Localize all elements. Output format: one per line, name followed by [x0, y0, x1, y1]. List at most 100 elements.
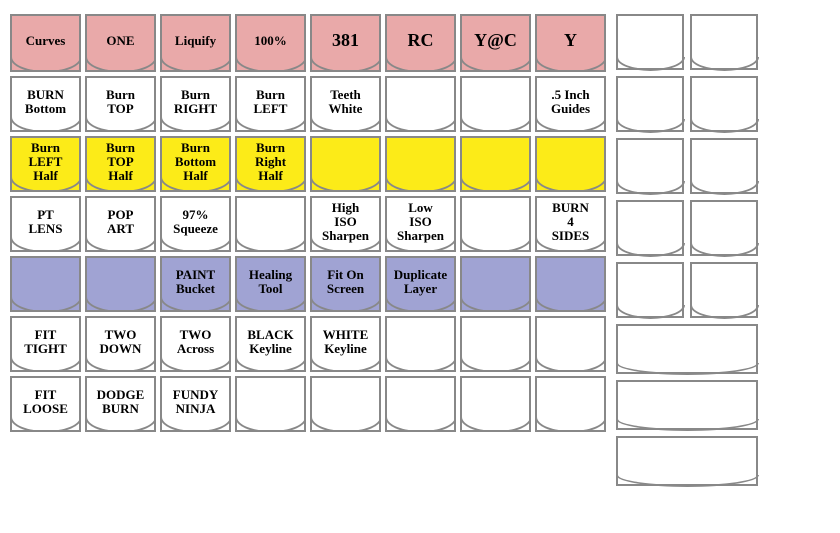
key-y[interactable]: Y — [535, 14, 606, 72]
left-grid: CurvesONELiquify100%381RCY@CYBURNBottomB… — [10, 14, 606, 492]
key-blank[interactable] — [310, 136, 381, 192]
key-one[interactable]: ONE — [85, 14, 156, 72]
key-row: PTLENS POPART 97%Squeeze HighISOSharpen LowI… — [10, 196, 606, 252]
keyboard-overlay-board: CurvesONELiquify100%381RCY@CYBURNBottomB… — [10, 14, 830, 492]
key-high-iso-sharpen[interactable]: HighISOSharpen — [310, 196, 381, 252]
key-black-keyline[interactable]: BLACKKeyline — [235, 316, 306, 372]
key-97-squeeze[interactable]: 97%Squeeze — [160, 196, 231, 252]
key-burn-bottom[interactable]: BURNBottom — [10, 76, 81, 132]
key-blank[interactable] — [310, 376, 381, 432]
key-blank[interactable] — [385, 76, 456, 132]
key-100[interactable]: 100% — [235, 14, 306, 72]
key-label: HighISOSharpen — [322, 201, 369, 244]
key-label: Liquify — [175, 34, 216, 48]
key-row: BURNBottom BurnTOPBurnRIGHTBurnLEFT TeethW… — [10, 76, 606, 132]
key-blank[interactable] — [10, 256, 81, 312]
right-wide-key-blank[interactable] — [616, 380, 758, 430]
key-two-across[interactable]: TWOAcross — [160, 316, 231, 372]
key-label: WHITEKeyline — [323, 328, 369, 357]
right-key-blank[interactable] — [616, 262, 684, 318]
right-key-blank[interactable] — [690, 200, 758, 256]
key-pt-lens[interactable]: PTLENS — [10, 196, 81, 252]
right-wide-key-blank[interactable] — [616, 436, 758, 486]
key-fit-tight[interactable]: FITTIGHT — [10, 316, 81, 372]
key-y-c[interactable]: Y@C — [460, 14, 531, 72]
key-liquify[interactable]: Liquify — [160, 14, 231, 72]
right-key-blank[interactable] — [690, 262, 758, 318]
key-burn-right-half[interactable]: BurnRightHalf — [235, 136, 306, 192]
key-blank[interactable] — [385, 316, 456, 372]
key-blank[interactable] — [460, 196, 531, 252]
key-burn-bottom-half[interactable]: BurnBottomHalf — [160, 136, 231, 192]
key-blank[interactable] — [460, 376, 531, 432]
key-blank[interactable] — [385, 376, 456, 432]
key-blank[interactable] — [235, 376, 306, 432]
right-key-blank[interactable] — [690, 14, 758, 70]
key-5-inch-guides[interactable]: .5 InchGuides — [535, 76, 606, 132]
key-two-down[interactable]: TWODOWN — [85, 316, 156, 372]
key-label: .5 InchGuides — [551, 88, 590, 117]
right-key-blank[interactable] — [616, 138, 684, 194]
key-paint-bucket[interactable]: PAINTBucket — [160, 256, 231, 312]
key-label: FITTIGHT — [24, 328, 67, 357]
key-blank[interactable] — [460, 316, 531, 372]
key-label: 97%Squeeze — [173, 208, 218, 237]
key-duplicate-layer[interactable]: DuplicateLayer — [385, 256, 456, 312]
key-curves[interactable]: Curves — [10, 14, 81, 72]
key-label: TeethWhite — [329, 88, 363, 117]
key-blank[interactable] — [535, 256, 606, 312]
key-blank[interactable] — [535, 376, 606, 432]
key-381[interactable]: 381 — [310, 14, 381, 72]
key-label: PTLENS — [29, 208, 63, 237]
key-rc[interactable]: RC — [385, 14, 456, 72]
key-blank[interactable] — [535, 136, 606, 192]
right-key-blank[interactable] — [690, 76, 758, 132]
key-label: PAINTBucket — [176, 268, 215, 297]
key-low-iso-sharpen[interactable]: LowISOSharpen — [385, 196, 456, 252]
key-teeth-white[interactable]: TeethWhite — [310, 76, 381, 132]
key-row: FITTIGHT TWODOWN TWOAcrossBLACKKeyline WHIT… — [10, 316, 606, 372]
key-dodge-burn[interactable]: DODGEBURN — [85, 376, 156, 432]
key-blank[interactable] — [235, 196, 306, 252]
key-blank[interactable] — [460, 76, 531, 132]
right-key-blank[interactable] — [616, 200, 684, 256]
key-blank[interactable] — [460, 256, 531, 312]
key-healing-tool[interactable]: HealingTool — [235, 256, 306, 312]
key-label: TWODOWN — [100, 328, 142, 357]
key-fit-loose[interactable]: FITLOOSE — [10, 376, 81, 432]
key-label: Y — [564, 31, 577, 51]
key-label: HealingTool — [249, 268, 292, 297]
key-label: DuplicateLayer — [394, 268, 447, 297]
key-blank[interactable] — [460, 136, 531, 192]
key-label: 100% — [254, 34, 287, 48]
key-label: Curves — [26, 34, 66, 48]
key-burn-4-sides[interactable]: BURN4SIDES — [535, 196, 606, 252]
key-blank[interactable] — [85, 256, 156, 312]
key-pop-art[interactable]: POPART — [85, 196, 156, 252]
key-blank[interactable] — [535, 316, 606, 372]
right-key-pair — [616, 76, 758, 132]
key-label: DODGEBURN — [97, 388, 145, 417]
right-key-blank[interactable] — [616, 76, 684, 132]
key-label: BurnLEFTHalf — [29, 141, 63, 184]
key-burn-top-half[interactable]: BurnTOPHalf — [85, 136, 156, 192]
key-white-keyline[interactable]: WHITEKeyline — [310, 316, 381, 372]
key-label: LowISOSharpen — [397, 201, 444, 244]
key-label: BURNBottom — [25, 88, 66, 117]
key-label: FUNDYNINJA — [173, 388, 219, 417]
key-label: POPART — [107, 208, 134, 237]
key-fit-on-screen[interactable]: Fit OnScreen — [310, 256, 381, 312]
key-burn-left[interactable]: BurnLEFT — [235, 76, 306, 132]
key-burn-left-half[interactable]: BurnLEFTHalf — [10, 136, 81, 192]
key-burn-top[interactable]: BurnTOP — [85, 76, 156, 132]
key-label: FITLOOSE — [23, 388, 68, 417]
right-wide-key-blank[interactable] — [616, 324, 758, 374]
right-key-blank[interactable] — [690, 138, 758, 194]
right-key-blank[interactable] — [616, 14, 684, 70]
key-burn-right[interactable]: BurnRIGHT — [160, 76, 231, 132]
right-key-pair — [616, 138, 758, 194]
key-fundy-ninja[interactable]: FUNDYNINJA — [160, 376, 231, 432]
key-label: ONE — [106, 34, 134, 48]
key-blank[interactable] — [385, 136, 456, 192]
key-label: BURN4SIDES — [552, 201, 590, 244]
